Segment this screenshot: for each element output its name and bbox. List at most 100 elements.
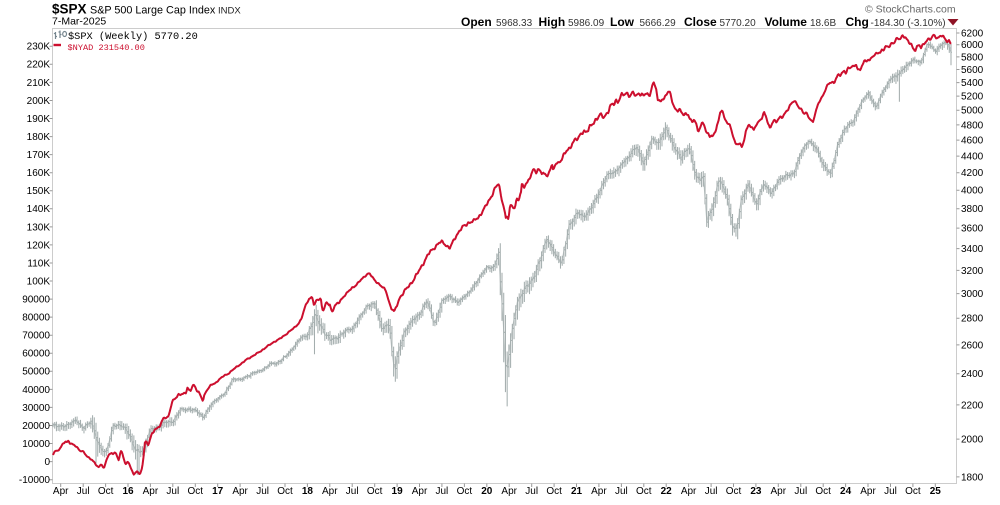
svg-text:6200: 6200 xyxy=(961,28,984,39)
svg-text:7-Mar-2025: 7-Mar-2025 xyxy=(52,16,106,28)
svg-text:Apr: Apr xyxy=(771,486,787,497)
svg-text:16: 16 xyxy=(122,486,134,497)
svg-text:6000: 6000 xyxy=(961,40,984,51)
svg-text:Jul: Jul xyxy=(346,486,359,497)
svg-text:Jul: Jul xyxy=(884,486,897,497)
svg-text:Oct: Oct xyxy=(905,486,921,497)
svg-text:130K: 130K xyxy=(27,222,51,233)
svg-text:INDX: INDX xyxy=(218,6,241,17)
svg-text:10000: 10000 xyxy=(22,439,50,450)
svg-text:200K: 200K xyxy=(27,96,51,107)
svg-text:150K: 150K xyxy=(27,186,51,197)
svg-text:Close: Close xyxy=(684,15,717,29)
svg-text:0: 0 xyxy=(44,457,50,468)
svg-text:Open: Open xyxy=(461,15,492,29)
svg-text:© StockCharts.com: © StockCharts.com xyxy=(865,4,956,16)
svg-text:23: 23 xyxy=(750,486,762,497)
svg-text:S&P 500 Large Cap Index: S&P 500 Large Cap Index xyxy=(90,5,216,17)
svg-text:Apr: Apr xyxy=(53,486,69,497)
svg-text:110K: 110K xyxy=(27,258,50,269)
svg-text:50000: 50000 xyxy=(22,367,50,378)
svg-text:Apr: Apr xyxy=(860,486,876,497)
svg-text:17: 17 xyxy=(212,486,224,497)
svg-text:3800: 3800 xyxy=(961,204,984,215)
svg-text:Apr: Apr xyxy=(501,486,517,497)
svg-text:Jul: Jul xyxy=(166,486,179,497)
svg-text:$SPX: $SPX xyxy=(52,2,87,17)
svg-text:Apr: Apr xyxy=(412,486,428,497)
svg-text:1800: 1800 xyxy=(961,472,984,483)
svg-text:25: 25 xyxy=(930,486,942,497)
svg-text:4000: 4000 xyxy=(961,186,984,197)
svg-text:21: 21 xyxy=(571,486,583,497)
svg-text:20000: 20000 xyxy=(22,421,50,432)
svg-text:40000: 40000 xyxy=(22,385,50,396)
svg-text:4600: 4600 xyxy=(961,136,984,147)
svg-text:Jul: Jul xyxy=(436,486,449,497)
svg-text:2800: 2800 xyxy=(961,314,984,325)
svg-text:$NYAD 231540.00: $NYAD 231540.00 xyxy=(68,43,145,53)
svg-text:22: 22 xyxy=(661,486,673,497)
svg-text:120K: 120K xyxy=(27,240,51,251)
svg-text:100K: 100K xyxy=(27,276,51,287)
svg-text:2400: 2400 xyxy=(961,369,984,380)
svg-text:Oct: Oct xyxy=(367,486,383,497)
svg-text:Chg: Chg xyxy=(846,15,869,29)
svg-text:Low: Low xyxy=(610,15,635,29)
svg-text:4800: 4800 xyxy=(961,120,984,131)
svg-text:210K: 210K xyxy=(27,78,51,89)
svg-text:Apr: Apr xyxy=(591,486,607,497)
svg-text:Jul: Jul xyxy=(705,486,718,497)
svg-text:230K: 230K xyxy=(27,42,51,53)
svg-text:60000: 60000 xyxy=(22,349,50,360)
svg-text:2600: 2600 xyxy=(961,340,984,351)
svg-text:Apr: Apr xyxy=(232,486,248,497)
svg-text:2200: 2200 xyxy=(961,400,984,411)
svg-text:3000: 3000 xyxy=(961,289,984,300)
svg-text:20: 20 xyxy=(481,486,493,497)
svg-text:140K: 140K xyxy=(27,204,51,215)
svg-text:Jul: Jul xyxy=(256,486,269,497)
svg-text:$SPX (Weekly) 5770.20: $SPX (Weekly) 5770.20 xyxy=(68,31,198,43)
svg-text:5000: 5000 xyxy=(961,106,984,117)
svg-text:5666.29: 5666.29 xyxy=(640,18,677,29)
svg-text:Oct: Oct xyxy=(457,486,473,497)
svg-text:5770.20: 5770.20 xyxy=(720,18,757,29)
svg-text:160K: 160K xyxy=(27,168,51,179)
svg-text:High: High xyxy=(539,15,566,29)
svg-text:Jul: Jul xyxy=(794,486,807,497)
svg-text:24: 24 xyxy=(840,486,852,497)
svg-text:220K: 220K xyxy=(27,60,51,71)
svg-text:5600: 5600 xyxy=(961,65,984,76)
svg-text:Oct: Oct xyxy=(277,486,293,497)
svg-text:3600: 3600 xyxy=(961,224,984,235)
svg-text:5800: 5800 xyxy=(961,52,984,63)
svg-text:Oct: Oct xyxy=(726,486,742,497)
svg-text:Apr: Apr xyxy=(681,486,697,497)
svg-text:3200: 3200 xyxy=(961,266,984,277)
svg-text:Apr: Apr xyxy=(143,486,159,497)
svg-text:90000: 90000 xyxy=(22,295,50,306)
svg-text:3400: 3400 xyxy=(961,244,984,255)
svg-text:170K: 170K xyxy=(27,150,51,161)
svg-text:80000: 80000 xyxy=(22,313,50,324)
svg-text:30000: 30000 xyxy=(22,403,50,414)
svg-text:Jul: Jul xyxy=(525,486,538,497)
svg-text:5986.09: 5986.09 xyxy=(568,18,605,29)
svg-text:4200: 4200 xyxy=(961,168,984,179)
svg-text:180K: 180K xyxy=(27,132,51,143)
svg-text:Jul: Jul xyxy=(615,486,628,497)
svg-text:Oct: Oct xyxy=(188,486,204,497)
svg-text:5200: 5200 xyxy=(961,92,984,103)
svg-text:Oct: Oct xyxy=(636,486,652,497)
svg-text:5968.33: 5968.33 xyxy=(496,18,533,29)
svg-text:19: 19 xyxy=(392,486,404,497)
svg-text:70000: 70000 xyxy=(22,331,50,342)
svg-text:2000: 2000 xyxy=(961,435,984,446)
svg-text:Oct: Oct xyxy=(546,486,562,497)
svg-text:Volume: Volume xyxy=(765,15,808,29)
svg-text:4400: 4400 xyxy=(961,152,984,163)
svg-text:18: 18 xyxy=(302,486,314,497)
svg-text:18.6B: 18.6B xyxy=(810,18,836,29)
svg-text:Oct: Oct xyxy=(815,486,831,497)
